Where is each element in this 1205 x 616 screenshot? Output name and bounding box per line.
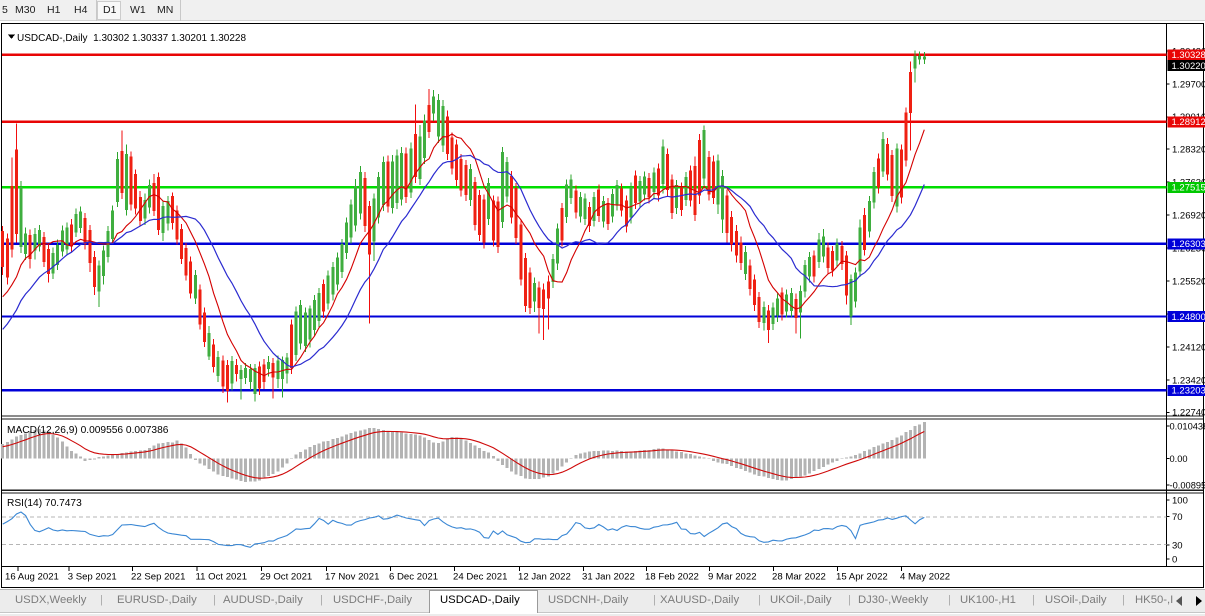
- svg-text:1.24120: 1.24120: [1172, 343, 1205, 354]
- svg-text:30: 30: [1172, 540, 1183, 551]
- svg-text:31 Jan 2022: 31 Jan 2022: [582, 572, 635, 583]
- svg-text:12 Jan 2022: 12 Jan 2022: [518, 572, 571, 583]
- svg-text:3 Sep 2021: 3 Sep 2021: [68, 572, 117, 583]
- svg-text:22 Sep 2021: 22 Sep 2021: [131, 572, 185, 583]
- svg-text:1.24800: 1.24800: [1172, 312, 1205, 323]
- svg-text:1.22740: 1.22740: [1172, 408, 1205, 419]
- svg-text:1.25520: 1.25520: [1172, 277, 1205, 288]
- svg-text:USDCAD-,Daily 1.30302 1.30337: USDCAD-,Daily 1.30302 1.30337 1.30201 1.…: [17, 33, 246, 44]
- svg-text:16 Aug 2021: 16 Aug 2021: [5, 572, 59, 583]
- svg-text:1.23203: 1.23203: [1172, 386, 1205, 397]
- svg-text:29 Oct 2021: 29 Oct 2021: [260, 572, 312, 583]
- svg-text:1.29700: 1.29700: [1172, 80, 1205, 91]
- svg-text:1.27515: 1.27515: [1172, 183, 1205, 194]
- svg-text:-0.00895: -0.00895: [1170, 480, 1205, 490]
- svg-text:11 Oct 2021: 11 Oct 2021: [196, 572, 248, 583]
- svg-text:0: 0: [1172, 554, 1177, 565]
- svg-text:15 Apr 2022: 15 Apr 2022: [836, 572, 888, 583]
- svg-text:4 May 2022: 4 May 2022: [900, 572, 950, 583]
- svg-text:1.23420: 1.23420: [1172, 376, 1205, 387]
- svg-text:6 Dec 2021: 6 Dec 2021: [389, 572, 438, 583]
- svg-text:1.26920: 1.26920: [1172, 211, 1205, 222]
- svg-text:1.30220: 1.30220: [1172, 61, 1205, 72]
- svg-text:24 Dec 2021: 24 Dec 2021: [453, 572, 507, 583]
- svg-text:18 Feb 2022: 18 Feb 2022: [645, 572, 699, 583]
- svg-text:1.28320: 1.28320: [1172, 145, 1205, 156]
- svg-text:28 Mar 2022: 28 Mar 2022: [772, 572, 826, 583]
- svg-text:1.26303: 1.26303: [1172, 239, 1205, 250]
- svg-text:MACD(12,26,9) 0.009556 0.00738: MACD(12,26,9) 0.009556 0.007386: [7, 425, 169, 436]
- svg-text:100: 100: [1172, 495, 1188, 506]
- svg-text:70: 70: [1172, 512, 1183, 523]
- svg-text:1.30328: 1.30328: [1172, 50, 1205, 61]
- svg-text:RSI(14) 70.7473: RSI(14) 70.7473: [7, 498, 82, 509]
- svg-text:9 Mar 2022: 9 Mar 2022: [708, 572, 757, 583]
- svg-text:0.010438: 0.010438: [1170, 421, 1205, 431]
- svg-text:1.28912: 1.28912: [1172, 117, 1205, 128]
- svg-text:17 Nov 2021: 17 Nov 2021: [325, 572, 379, 583]
- svg-text:0.00: 0.00: [1170, 454, 1188, 464]
